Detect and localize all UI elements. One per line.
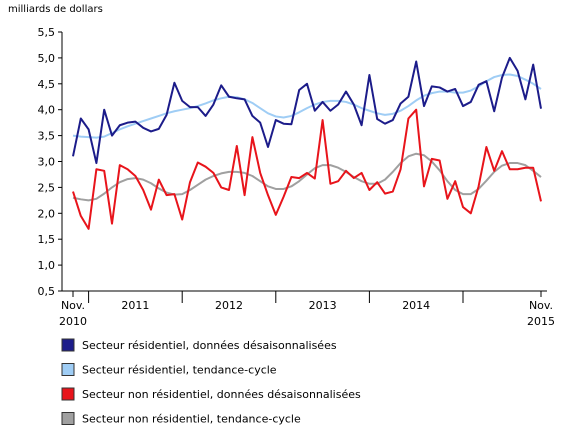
y-tick-label: 4,0: [38, 104, 56, 117]
y-tick-label: 2,0: [38, 207, 56, 220]
legend-swatch: [61, 338, 75, 352]
x-tick-label: 2014: [402, 299, 430, 312]
legend-label: Secteur résidentiel, tendance-cycle: [82, 364, 277, 377]
legend-swatch: [61, 363, 75, 376]
x-tick-label: 2013: [309, 299, 337, 312]
y-tick-label: 2,5: [38, 181, 56, 194]
series-line: [72, 108, 542, 230]
x-tick-label: 2011: [121, 299, 149, 312]
y-tick-label: 1,0: [38, 259, 56, 272]
legend-label: Secteur résidentiel, données désaisonnal…: [82, 339, 337, 352]
y-tick-label: 0,5: [38, 285, 56, 298]
x-tick-label: Nov. 2010: [59, 299, 87, 328]
x-tick-label: 2012: [215, 299, 243, 312]
legend-swatch: [61, 412, 75, 425]
y-tick-label: 5,5: [38, 26, 56, 39]
y-tick-label: 1,5: [38, 233, 56, 246]
legend-label: Secteur non résidentiel, tendance-cycle: [82, 413, 301, 426]
y-axis-label: milliards de dollars: [8, 4, 103, 15]
legend-swatch: [61, 387, 75, 401]
y-tick-label: 3,0: [38, 156, 56, 169]
y-tick-label: 4,5: [38, 78, 56, 91]
y-tick-label: 5,0: [38, 52, 56, 65]
x-tick-label: Nov. 2015: [527, 299, 555, 328]
series-line: [72, 56, 542, 165]
y-tick-label: 3,5: [38, 130, 56, 143]
series-line: [72, 152, 542, 202]
series-line: [72, 73, 542, 139]
legend-label: Secteur non résidentiel, données désaiso…: [82, 388, 361, 401]
